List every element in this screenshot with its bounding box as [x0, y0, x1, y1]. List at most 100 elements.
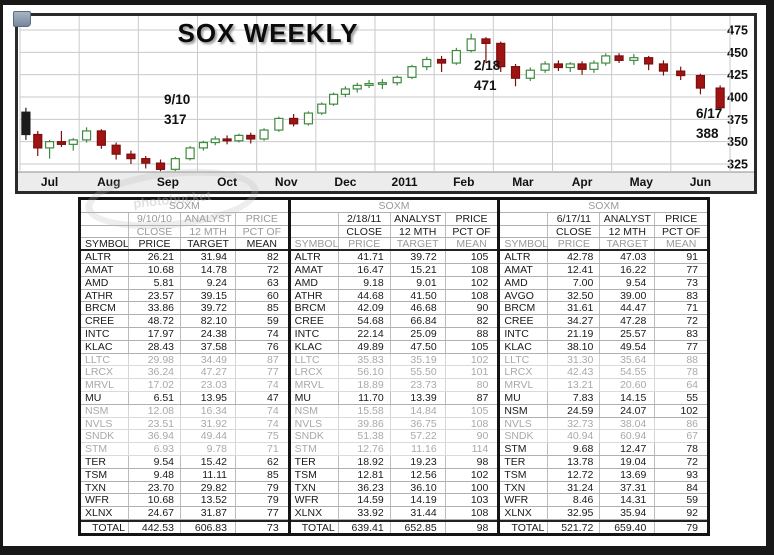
- cell-symbol: NVLS: [500, 417, 549, 430]
- cell-symbol: NSM: [81, 404, 129, 417]
- cell-close-price: 42.78: [548, 251, 601, 263]
- header-12mth: 12 MTH: [391, 225, 446, 238]
- header-price2: PRICE: [129, 238, 181, 250]
- table-row: WFR 14.59 14.19 103: [290, 494, 498, 508]
- header-price2: PRICE: [548, 238, 601, 250]
- cell-target: 57.22: [391, 430, 446, 443]
- cell-pct-of-mean: 79: [266, 494, 279, 507]
- candle-body: [56, 141, 67, 145]
- cell-pct-of-mean: 93: [686, 468, 699, 481]
- table-row: LRCX 56.10 55.50 101: [290, 366, 498, 380]
- cell-target: 82.10: [181, 315, 236, 327]
- cell-symbol: SNDK: [81, 430, 129, 443]
- chart-title: SOX WEEKLY: [177, 18, 359, 48]
- candle-body: [303, 112, 314, 125]
- cell-close-price: 13.21: [548, 379, 601, 391]
- cell-close-price: 12.76: [339, 443, 391, 455]
- candle-body: [185, 147, 195, 160]
- header-12mth: 12 MTH: [600, 225, 656, 238]
- cell-pct-of-mean: 47: [266, 391, 279, 404]
- cell-pct-of-mean: 60: [266, 289, 279, 302]
- header-price: PRICE: [665, 212, 698, 225]
- candlestick-chart: 475 450 425 400 375 350 325 Jul Aug Sep Oct Nov Dec 2…: [18, 16, 754, 191]
- candle-body: [364, 82, 374, 86]
- cell-target: 31.94: [181, 251, 236, 263]
- candle-body: [436, 58, 447, 64]
- annotation-2-18: 2/18 471: [474, 56, 500, 96]
- table-row: STM 6.93 9.78 71: [81, 443, 288, 456]
- candle-body: [658, 63, 669, 72]
- cell-close-price: 6.93: [129, 443, 181, 455]
- cell-pct-of-mean: 55: [686, 391, 699, 404]
- cell-symbol: AMAT: [500, 263, 549, 276]
- header-row-sub: CLOSE 12 MTH PCT OF: [81, 225, 288, 239]
- cell-target: 38.04: [600, 417, 656, 430]
- total-pct: 73: [266, 521, 279, 534]
- cell-symbol: TSM: [291, 468, 339, 481]
- cell-target: 39.15: [181, 289, 236, 302]
- annotation-date: 9/10: [164, 92, 191, 107]
- cell-symbol: KLAC: [291, 340, 339, 353]
- y-tick-label: 325: [727, 157, 748, 171]
- cell-target: 9.54: [600, 276, 656, 289]
- cell-target: 55.50: [391, 366, 446, 379]
- cell-target: 11.16: [391, 443, 446, 455]
- cell-close-price: 28.43: [129, 340, 181, 353]
- cell-close-price: 44.68: [339, 289, 391, 302]
- header-mean: MEAN: [456, 238, 487, 250]
- month-label: Oct: [217, 175, 237, 189]
- header-cell: [500, 225, 549, 238]
- cell-target: 37.31: [600, 481, 656, 494]
- month-label: Sep: [157, 175, 179, 189]
- table-row: WFR 10.68 13.52 79: [81, 494, 288, 508]
- cell-target: 39.72: [181, 302, 236, 315]
- table-row: CREE 54.68 66.84 82: [290, 315, 498, 328]
- candle-body: [68, 139, 78, 145]
- cell-target: 9.78: [181, 443, 236, 455]
- cell-pct-of-mean: 90: [476, 430, 489, 443]
- header-row-date: 6/17/11 ANALYST PRICE: [500, 212, 708, 226]
- cell-pct-of-mean: 88: [476, 327, 489, 340]
- cell-pct-of-mean: 77: [266, 366, 279, 379]
- cell-pct-of-mean: 82: [266, 251, 279, 263]
- cell-pct-of-mean: 83: [686, 327, 699, 340]
- table-row: MU 11.70 13.39 87: [290, 391, 498, 405]
- candle-body: [21, 111, 31, 136]
- chart-panel: 475 450 425 400 375 350 325 Jul Aug Sep Oct Nov Dec 2…: [13, 11, 757, 194]
- candle-body: [540, 63, 550, 71]
- annotation-value: 388: [696, 126, 719, 141]
- cell-target: 25.09: [391, 327, 446, 340]
- cell-pct-of-mean: 90: [476, 302, 489, 315]
- cell-pct-of-mean: 72: [686, 315, 699, 327]
- header-close: CLOSE: [339, 225, 391, 238]
- cell-target: 13.95: [181, 391, 236, 404]
- table-row: LRCX 36.24 47.27 77: [81, 366, 288, 380]
- table-row: AMAT 10.68 14.78 72: [81, 263, 288, 277]
- cell-target: 14.31: [600, 494, 656, 507]
- x-axis-strip: [18, 172, 754, 191]
- cell-symbol: INTC: [81, 327, 129, 340]
- cell-target: 14.19: [391, 494, 446, 507]
- table-row: AMD 9.18 9.01 102: [290, 276, 498, 290]
- cell-pct-of-mean: 72: [266, 263, 279, 276]
- cell-pct-of-mean: 103: [470, 494, 489, 507]
- cell-close-price: 35.83: [339, 353, 391, 366]
- cell-pct-of-mean: 108: [470, 263, 489, 276]
- table-row: ALTR 41.71 39.72 105: [290, 251, 498, 264]
- table-row: TER 9.54 15.42 62: [81, 455, 288, 469]
- cell-target: 36.10: [391, 481, 446, 494]
- cell-pct-of-mean: 87: [266, 353, 279, 366]
- header-close: CLOSE: [548, 225, 601, 238]
- candle-body: [614, 55, 624, 61]
- cell-target: 39.72: [391, 251, 446, 263]
- header-cell: [500, 212, 549, 225]
- cell-symbol: AMD: [81, 276, 129, 289]
- header-analyst: ANALYST: [600, 212, 656, 225]
- annotation-9-10: 9/10 317: [164, 90, 190, 130]
- table-row: KLAC 38.10 49.54 77: [500, 340, 708, 354]
- cell-pct-of-mean: 74: [266, 327, 279, 340]
- candle-body: [510, 66, 521, 79]
- cell-target: 19.04: [600, 455, 656, 468]
- header-mean: MEAN: [246, 238, 277, 250]
- table-row: NVLS 32.73 38.04 86: [500, 417, 708, 431]
